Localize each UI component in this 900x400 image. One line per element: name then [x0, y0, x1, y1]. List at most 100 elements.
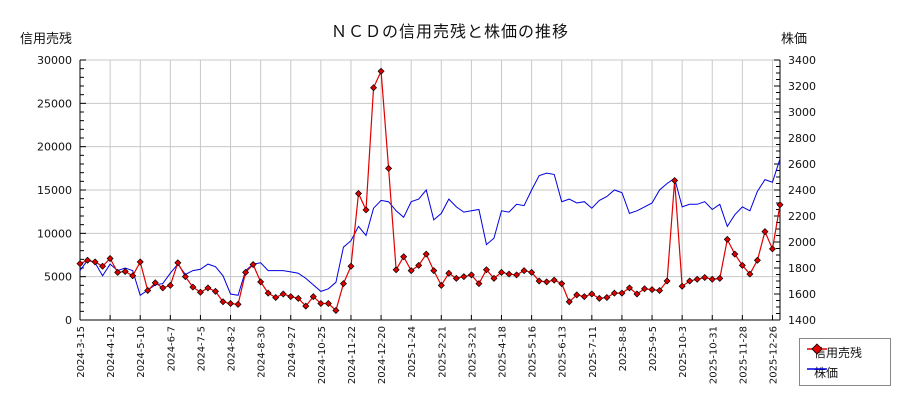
x-tick-label: 2024-6-7 [166, 326, 177, 371]
left-axis-label: 信用売残 [20, 32, 73, 47]
short-interest-marker [159, 284, 167, 292]
short-interest-marker [580, 293, 588, 301]
x-tick-label: 2025-5-16 [528, 326, 539, 378]
short-interest-marker [625, 284, 633, 292]
short-interest-marker [422, 250, 430, 258]
short-interest-marker [723, 235, 731, 243]
short-interest-marker [701, 274, 709, 282]
x-tick-label: 2025-11-28 [738, 326, 749, 384]
x-tick-label: 2024-8-2 [227, 326, 238, 371]
short-interest-marker [362, 206, 370, 214]
short-interest-marker [618, 289, 626, 297]
right-tick-label: 2000 [788, 236, 816, 249]
short-interest-marker [430, 267, 438, 275]
short-interest-marker [452, 274, 460, 282]
short-interest-marker [204, 284, 212, 292]
short-interest-marker [121, 267, 129, 275]
short-interest-marker [776, 201, 784, 209]
short-interest-marker [641, 285, 649, 293]
short-interest-marker [294, 294, 302, 302]
right-tick-label: 2600 [788, 158, 816, 171]
short-interest-marker [264, 289, 272, 297]
short-interest-marker [543, 278, 551, 286]
short-interest-marker [324, 300, 332, 308]
short-interest-marker [768, 245, 776, 253]
short-interest-marker [279, 290, 287, 298]
short-interest-marker [84, 256, 92, 264]
short-interest-marker [272, 293, 280, 301]
short-interest-marker [595, 294, 603, 302]
short-interest-marker [287, 293, 295, 301]
short-interest-marker [498, 268, 506, 276]
short-interest-marker [189, 283, 197, 291]
right-tick-label: 1600 [788, 288, 816, 301]
short-interest-marker [528, 268, 536, 276]
short-interest-marker [482, 266, 490, 274]
left-tick-label: 15000 [37, 184, 72, 197]
short-interest-marker [610, 289, 618, 297]
short-interest-marker [648, 286, 656, 294]
right-tick-label: 2200 [788, 210, 816, 223]
short-interest-marker [249, 261, 257, 269]
red-diamond-line-icon [807, 343, 827, 355]
short-interest-marker [211, 287, 219, 295]
right-axis-label: 株価 [781, 32, 808, 47]
short-interest-marker [317, 300, 325, 308]
right-tick-label: 3000 [788, 106, 816, 119]
short-interest-line [79, 68, 781, 312]
short-interest-marker [467, 271, 475, 279]
x-tick-label: 2024-8-30 [257, 326, 268, 378]
short-interest-marker [716, 274, 724, 282]
short-interest-marker [234, 300, 242, 308]
short-interest-marker [151, 279, 159, 287]
right-tick-label: 1800 [788, 262, 816, 275]
short-interest-marker [242, 268, 250, 276]
left-tick-label: 0 [65, 314, 72, 327]
short-interest-marker [573, 291, 581, 299]
right-tick-label: 3400 [788, 54, 816, 67]
x-tick-label: 2024-5-10 [136, 326, 147, 378]
short-interest-marker [227, 300, 235, 308]
short-interest-marker [181, 273, 189, 281]
short-interest-marker [302, 302, 310, 310]
short-interest-marker [603, 293, 611, 301]
short-interest-marker [354, 189, 362, 197]
short-interest-marker [385, 164, 393, 172]
short-interest-marker [565, 298, 573, 306]
short-interest-marker [753, 256, 761, 264]
short-interest-marker [400, 253, 408, 261]
short-interest-marker [693, 275, 701, 283]
x-tick-label: 2024-11-22 [347, 326, 358, 384]
short-interest-marker [633, 290, 641, 298]
x-tick-label: 2024-9-27 [287, 326, 298, 378]
short-interest-marker [678, 282, 686, 290]
x-tick-label: 2025-7-11 [588, 326, 599, 378]
short-interest-marker [370, 84, 378, 92]
short-interest-marker [738, 261, 746, 269]
short-interest-marker [392, 266, 400, 274]
short-interest-marker [671, 176, 679, 184]
legend-item-short-interest: 信用売残 [806, 343, 862, 361]
x-tick-label: 2025-9-5 [648, 326, 659, 371]
short-interest-marker [663, 277, 671, 285]
left-tick-label: 30000 [37, 54, 72, 67]
short-interest-marker [309, 293, 317, 301]
x-tick-label: 2025-3-21 [467, 326, 478, 378]
x-tick-label: 2025-6-13 [558, 326, 569, 378]
short-interest-marker [136, 258, 144, 266]
short-interest-marker [339, 280, 347, 288]
short-interest-marker [129, 272, 137, 280]
short-interest-marker [588, 290, 596, 298]
right-tick-label: 2400 [788, 184, 816, 197]
short-interest-marker [106, 254, 114, 262]
short-interest-marker [656, 287, 664, 295]
left-tick-label: 20000 [37, 141, 72, 154]
short-interest-marker [114, 268, 122, 276]
short-interest-marker [257, 278, 265, 286]
short-interest-marker [407, 267, 415, 275]
right-tick-label: 1400 [788, 314, 816, 327]
x-tick-label: 2025-10-31 [708, 326, 719, 384]
short-interest-marker [196, 288, 204, 296]
chart-title: ＮＣＤの信用売残と株価の推移 [330, 22, 569, 41]
